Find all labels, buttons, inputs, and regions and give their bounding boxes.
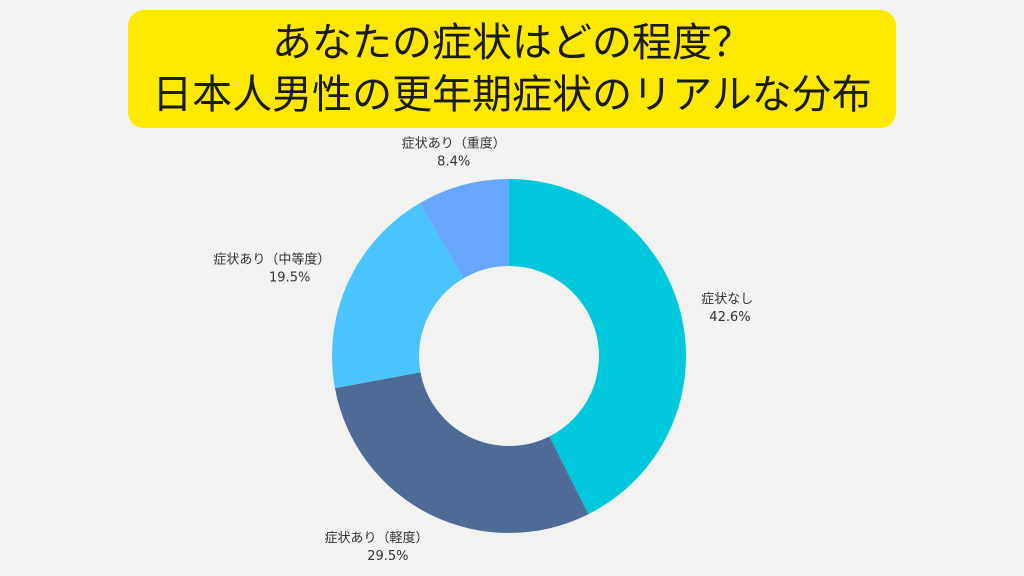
slice-label-2: 症状あり（中等度）	[213, 252, 330, 268]
donut-slice-2	[332, 203, 464, 389]
slice-label-1: 症状あり（軽度）	[325, 530, 429, 546]
chart-title-line-1: あなたの症状はどの程度？	[272, 20, 752, 66]
donut-slice-0	[509, 179, 687, 515]
slice-value-label-2: 19.5%	[269, 271, 310, 286]
slice-label-3: 症状あり（重度）	[402, 135, 506, 151]
donut-slice-1	[334, 372, 589, 534]
chart-title-banner: あなたの症状はどの程度？ 日本人男性の更年期症状のリアルな分布	[128, 10, 896, 128]
chart-title-line-2: 日本人男性の更年期症状のリアルな分布	[152, 72, 872, 118]
slice-value-label-1: 29.5%	[367, 549, 408, 564]
slice-value-label-3: 8.4%	[437, 154, 470, 169]
donut-slices	[332, 179, 687, 534]
donut-slice-3	[419, 179, 509, 279]
slice-value-label-0: 42.6%	[709, 310, 750, 325]
slice-label-0: 症状なし	[701, 292, 753, 307]
slice-labels: 症状なし 42.6% 症状あり（軽度） 29.5% 症状あり（中等度） 19.5% 症状あり…	[213, 135, 753, 563]
